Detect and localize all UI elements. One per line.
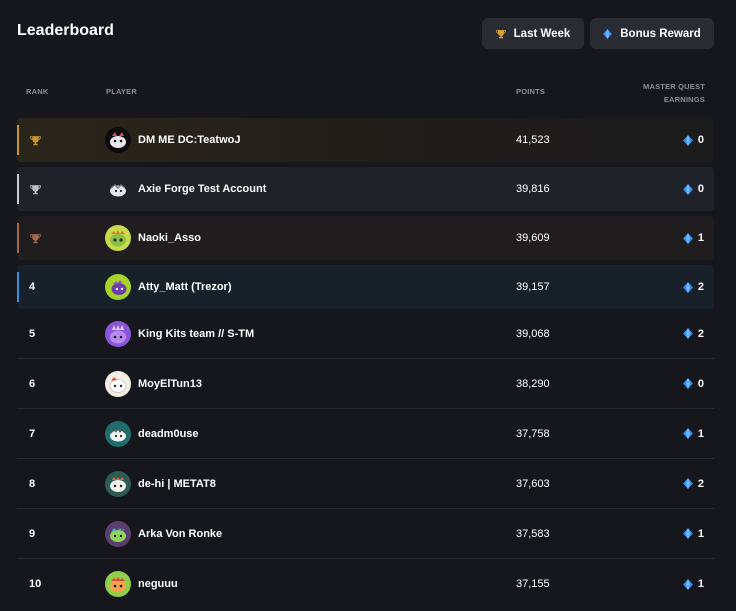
player-points: 39,609 <box>516 232 550 244</box>
earnings-value: 1 <box>697 578 704 590</box>
rank-number: 8 <box>29 477 36 490</box>
gem-icon <box>682 428 693 439</box>
player-points: 39,816 <box>516 183 550 195</box>
table-header: RANK PLAYER POINTS MASTER QUEST EARNINGS <box>0 68 736 116</box>
table-row[interactable]: 9 Arka Von Ronke 37,583 1 <box>17 509 714 559</box>
player-points: 37,155 <box>516 578 550 590</box>
rank-number: 5 <box>29 327 36 340</box>
earnings-value: 1 <box>697 232 704 244</box>
avatar <box>105 274 131 300</box>
column-earnings: MASTER QUEST EARNINGS <box>643 80 705 106</box>
gem-icon <box>682 183 693 195</box>
player-earnings: 2 <box>682 265 704 309</box>
avatar <box>105 470 131 497</box>
player-points: 41,523 <box>516 134 550 146</box>
column-points: POINTS <box>516 87 546 96</box>
player-earnings: 0 <box>682 118 704 162</box>
table-row[interactable]: 8 de-hi | METAT8 37,603 2 <box>17 459 714 509</box>
player-earnings: 1 <box>682 559 704 609</box>
bonus-reward-label: Bonus Reward <box>620 27 701 40</box>
avatar <box>105 370 131 397</box>
avatar <box>105 520 131 547</box>
avatar <box>105 320 131 347</box>
gem-icon <box>603 28 613 39</box>
table-row[interactable]: 4 Atty_Matt (Trezor) 39,157 2 <box>17 265 714 309</box>
player-points: 37,583 <box>516 527 550 540</box>
gold-trophy-icon <box>29 118 41 162</box>
last-week-button[interactable]: Last Week <box>482 18 584 49</box>
table-row[interactable]: 10 neguuu 37,155 1 <box>17 559 714 609</box>
player-earnings: 0 <box>682 167 704 211</box>
rank-number: 7 <box>29 427 36 440</box>
bonus-reward-button[interactable]: Bonus Reward <box>590 18 714 49</box>
bronze-trophy-icon <box>29 216 41 260</box>
table-row[interactable]: Naoki_Asso 39,609 1 <box>17 216 714 260</box>
avatar <box>105 225 131 251</box>
player-name[interactable]: deadm0use <box>138 427 199 440</box>
player-earnings: 1 <box>682 409 704 458</box>
player-name[interactable]: MoyElTun13 <box>138 377 202 390</box>
earnings-value: 2 <box>697 281 704 293</box>
avatar <box>105 127 131 153</box>
gem-icon <box>682 378 693 389</box>
column-earnings-line2: EARNINGS <box>663 95 705 104</box>
player-name[interactable]: DM ME DC:TeatwoJ <box>138 134 241 146</box>
player-name[interactable]: Arka Von Ronke <box>138 527 223 540</box>
table-row[interactable]: 7 deadm0use 37,758 1 <box>17 409 714 459</box>
avatar <box>105 571 131 597</box>
player-earnings: 1 <box>682 509 704 558</box>
player-name[interactable]: Axie Forge Test Account <box>138 183 267 195</box>
table-row[interactable]: Axie Forge Test Account 39,816 0 <box>17 167 714 211</box>
earnings-value: 2 <box>697 477 704 490</box>
earnings-value: 0 <box>697 377 704 390</box>
earnings-value: 1 <box>697 527 704 540</box>
earnings-value: 0 <box>697 183 704 195</box>
player-earnings: 0 <box>682 359 704 408</box>
rank-number: 6 <box>29 377 36 390</box>
rank-number: 4 <box>29 281 36 293</box>
player-points: 38,290 <box>516 377 550 390</box>
gem-icon <box>682 478 693 489</box>
gem-icon <box>682 328 693 339</box>
player-earnings: 1 <box>682 216 704 260</box>
avatar <box>105 176 131 202</box>
earnings-value: 1 <box>697 427 704 440</box>
rank-number: 9 <box>29 527 36 540</box>
player-points: 37,758 <box>516 427 550 440</box>
player-name[interactable]: Atty_Matt (Trezor) <box>138 281 232 293</box>
player-points: 39,157 <box>516 281 550 293</box>
player-name[interactable]: de-hi | METAT8 <box>138 477 216 490</box>
earnings-value: 0 <box>697 134 704 146</box>
leaderboard-header: Leaderboard Last Week Bonus Reward <box>0 0 736 68</box>
page-title: Leaderboard <box>17 22 114 39</box>
table-row[interactable]: DM ME DC:TeatwoJ 41,523 0 <box>17 118 714 162</box>
player-name[interactable]: neguuu <box>138 578 178 590</box>
gem-icon <box>682 528 693 539</box>
gem-icon <box>682 134 693 146</box>
column-player: PLAYER <box>106 87 137 96</box>
player-earnings: 2 <box>682 309 704 358</box>
player-points: 39,068 <box>516 327 550 340</box>
earnings-value: 2 <box>697 327 704 340</box>
last-week-label: Last Week <box>513 27 571 40</box>
trophy-icon <box>495 29 506 39</box>
avatar <box>105 420 131 447</box>
gem-icon <box>682 578 693 590</box>
column-rank: RANK <box>26 87 49 96</box>
gem-icon <box>682 232 693 244</box>
table-row[interactable]: 5 King Kits team // S-TM 39,068 2 <box>17 309 714 359</box>
silver-trophy-icon <box>29 167 41 211</box>
column-earnings-line1: MASTER QUEST <box>643 82 705 91</box>
player-points: 37,603 <box>516 477 550 490</box>
gem-icon <box>682 281 693 293</box>
rank-number: 10 <box>29 578 42 590</box>
player-name[interactable]: Naoki_Asso <box>138 232 201 244</box>
player-earnings: 2 <box>682 459 704 508</box>
player-name[interactable]: King Kits team // S-TM <box>138 327 255 340</box>
table-row[interactable]: 6 MoyElTun13 38,290 0 <box>17 359 714 409</box>
